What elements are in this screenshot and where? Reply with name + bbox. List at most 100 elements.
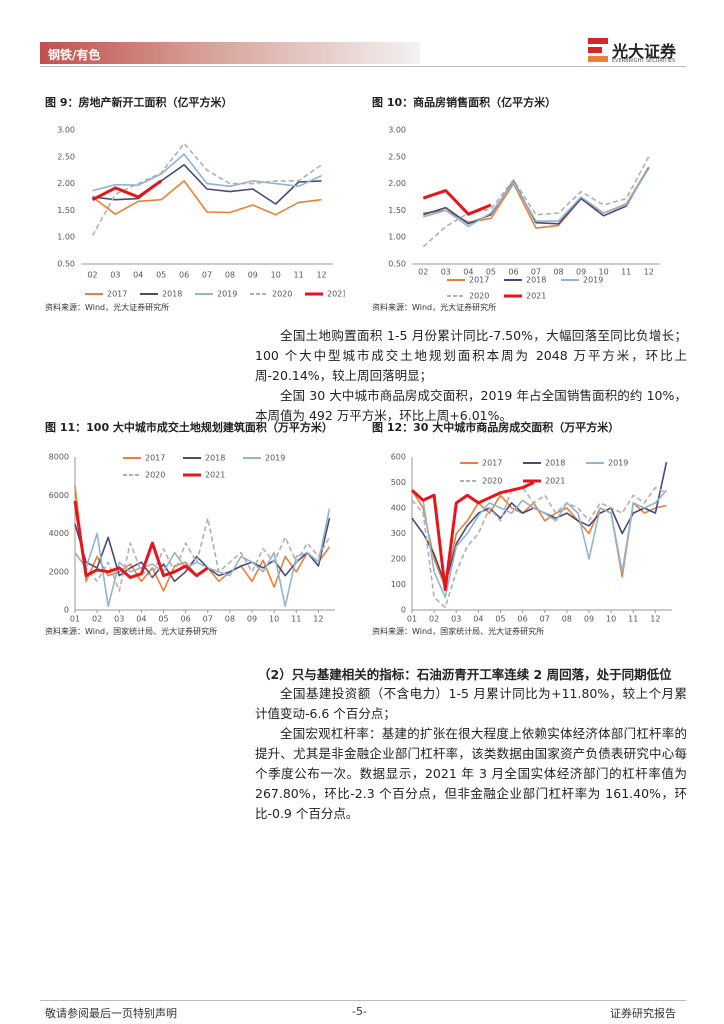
footer-left: 敬请参阅最后一页特别声明 xyxy=(45,1007,177,1020)
series-line xyxy=(422,189,492,216)
text-block: 全国土地购置面积 1-5 月份累计同比-7.50%，大幅回落至同比负增长；100… xyxy=(255,326,687,426)
x-tick-label: 07 xyxy=(202,271,212,280)
x-tick-label: 10 xyxy=(606,615,616,624)
series-line xyxy=(92,164,322,205)
paragraph: 全国土地购置面积 1-5 月份累计同比-7.50%，大幅回落至同比负增长；100… xyxy=(255,328,687,383)
figure-title: 图 10：商品房销售面积（亿平方米） xyxy=(372,96,557,109)
x-tick-label: 09 xyxy=(584,615,594,624)
x-tick-label: 02 xyxy=(418,268,428,277)
figure-title: 图 11：100 大中城市成交土地规划建筑面积（万平方米） xyxy=(45,421,333,434)
x-tick-label: 01 xyxy=(70,615,80,624)
footer-right: 证券研究报告 xyxy=(610,1007,676,1020)
y-tick-label: 100 xyxy=(391,580,406,589)
x-tick-label: 09 xyxy=(576,268,586,277)
y-tick-label: 2000 xyxy=(49,567,69,576)
x-tick-label: 06 xyxy=(508,268,518,277)
legend-label: 2020 xyxy=(469,292,489,301)
text-block: 全国基建投资额（不含电力）1-5 月累计同比为+11.80%，较上个月累计值变动… xyxy=(255,684,687,824)
x-tick-label: 11 xyxy=(621,268,631,277)
y-tick-label: 1.50 xyxy=(388,206,406,215)
x-tick-label: 12 xyxy=(313,615,323,624)
x-tick-label: 04 xyxy=(463,268,473,277)
x-tick-label: 06 xyxy=(179,271,189,280)
section-heading: （2）只与基建相关的指标：石油沥青开工率连续 2 周回落，处于同期低位 xyxy=(258,667,672,682)
x-tick-label: 09 xyxy=(247,615,257,624)
y-tick-label: 2.50 xyxy=(388,152,406,161)
legend-label: 2018 xyxy=(545,459,565,468)
header-band xyxy=(40,42,420,64)
series-line xyxy=(411,486,667,609)
logo-en: EVERBRIGHT SECURITIES xyxy=(612,58,676,64)
legend-label: 2017 xyxy=(145,454,165,463)
y-tick-label: 2.00 xyxy=(57,179,75,188)
x-tick-label: 05 xyxy=(486,268,496,277)
x-tick-label: 04 xyxy=(136,615,146,624)
y-tick-label: 6000 xyxy=(49,491,69,500)
logo-icon xyxy=(588,38,608,62)
x-tick-label: 07 xyxy=(540,615,550,624)
x-tick-label: 08 xyxy=(225,615,235,624)
x-tick-label: 03 xyxy=(451,615,461,624)
series-line xyxy=(91,142,322,236)
y-tick-label: 2.00 xyxy=(388,179,406,188)
x-tick-label: 03 xyxy=(441,268,451,277)
legend-label: 2019 xyxy=(217,290,237,299)
x-tick-label: 08 xyxy=(553,268,563,277)
legend-label: 2017 xyxy=(482,459,502,468)
paragraph: 全国宏观杠杆率：基建的扩张在很大程度上依赖实体经济体部门杠杆率的提升、尤其是非金… xyxy=(255,726,687,821)
chart: 01 02 03 04 05 06 07 08 09 10 11 12 0 2000 4000 6000 800… xyxy=(49,453,335,624)
y-tick-label: 3.00 xyxy=(388,126,406,135)
legend-label: 2019 xyxy=(583,276,603,285)
series-line xyxy=(423,168,650,228)
legend-label: 2020 xyxy=(145,471,165,480)
y-tick-label: 0 xyxy=(401,606,406,615)
y-tick-label: 200 xyxy=(391,555,406,564)
y-tick-label: 0.50 xyxy=(57,260,75,269)
x-tick-label: 04 xyxy=(133,271,143,280)
legend-label: 2021 xyxy=(327,290,345,299)
x-tick-label: 12 xyxy=(316,271,326,280)
footer-center: -5- xyxy=(352,1005,367,1018)
y-tick-label: 2.50 xyxy=(57,152,75,161)
legend-label: 2018 xyxy=(526,276,546,285)
logo-text: 光大证券 xyxy=(612,42,677,61)
y-tick-label: 8000 xyxy=(49,453,69,462)
legend-label: 2018 xyxy=(162,290,182,299)
series-line xyxy=(423,167,650,225)
legend-label: 2019 xyxy=(265,454,285,463)
x-tick-label: 09 xyxy=(248,271,258,280)
x-tick-label: 06 xyxy=(518,615,528,624)
y-tick-label: 0.50 xyxy=(388,260,406,269)
x-tick-label: 11 xyxy=(294,271,304,280)
y-tick-label: 1.50 xyxy=(57,206,75,215)
legend-label: 2020 xyxy=(482,477,502,486)
y-tick-label: 4000 xyxy=(49,529,69,538)
figure-source: 资料来源：Wind，国家统计局、光大证券研究所 xyxy=(372,627,545,636)
x-tick-label: 04 xyxy=(473,615,483,624)
series-line xyxy=(74,517,331,592)
paragraph: 全国基建投资额（不含电力）1-5 月累计同比为+11.80%，较上个月累计值变动… xyxy=(255,686,687,721)
x-tick-label: 08 xyxy=(225,271,235,280)
header-rule xyxy=(40,66,686,67)
x-tick-label: 07 xyxy=(203,615,213,624)
x-tick-label: 03 xyxy=(114,615,124,624)
paragraph: 全国 30 大中城市商品房成交面积，2019 年占全国销售面积的约 10%，本周… xyxy=(255,388,687,423)
figure-source: 资料来源：Wind，光大证券研究所 xyxy=(45,303,170,312)
x-tick-label: 12 xyxy=(644,268,654,277)
y-tick-label: 600 xyxy=(391,453,406,462)
x-tick-label: 03 xyxy=(110,271,120,280)
series-line xyxy=(73,500,209,579)
x-tick-label: 12 xyxy=(650,615,660,624)
legend-label: 2017 xyxy=(107,290,127,299)
y-tick-label: 400 xyxy=(391,504,406,513)
figure-title: 图 12：30 大中城市商品房成交面积（万平方米） xyxy=(372,421,620,434)
series-line xyxy=(92,153,322,192)
x-tick-label: 05 xyxy=(495,615,505,624)
legend-label: 2021 xyxy=(526,292,546,301)
x-tick-label: 02 xyxy=(429,615,439,624)
header-section: 钢铁/有色 xyxy=(48,48,101,62)
y-tick-label: 1.00 xyxy=(388,233,406,242)
x-tick-label: 05 xyxy=(158,615,168,624)
y-tick-label: 0 xyxy=(64,606,69,615)
x-tick-label: 07 xyxy=(531,268,541,277)
